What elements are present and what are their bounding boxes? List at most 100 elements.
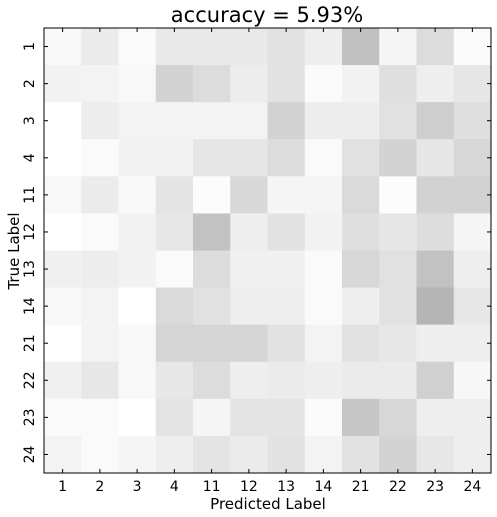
y-tick-label: 11	[22, 186, 38, 204]
heatmap-cell-22-24	[453, 361, 492, 400]
heatmap-cell-1-14	[304, 28, 343, 66]
heatmap-cell-3-21	[342, 102, 380, 140]
y-tick-label: 1	[22, 42, 38, 51]
heatmap-cell-13-12	[230, 250, 269, 289]
heatmap-cell-13-1	[44, 250, 82, 289]
heatmap-cell-11-2	[81, 176, 120, 215]
plot-frame	[43, 27, 492, 474]
heatmap-cell-23-3	[118, 398, 157, 437]
heatmap-cell-12-1	[44, 213, 82, 252]
heatmap-cell-21-24	[453, 324, 492, 363]
heatmap-cell-24-2	[81, 435, 120, 474]
heatmap-cell-12-12	[230, 213, 269, 252]
heatmap-cell-12-22	[379, 213, 418, 252]
heatmap-cell-12-11	[193, 213, 231, 252]
heatmap-cell-13-2	[81, 250, 120, 289]
heatmap-cell-4-23	[416, 139, 455, 177]
y-tick-label: 23	[22, 408, 38, 426]
heatmap-cell-21-1	[44, 324, 82, 363]
heatmap-cell-12-13	[267, 213, 306, 252]
heatmap-cell-4-21	[342, 139, 380, 177]
heatmap-cell-14-24	[453, 287, 492, 326]
heatmap-cell-23-13	[267, 398, 306, 437]
heatmap-cell-24-24	[453, 435, 492, 474]
heatmap-cell-22-23	[416, 361, 455, 400]
heatmap-cell-23-14	[304, 398, 343, 437]
heatmap-cell-1-23	[416, 28, 455, 66]
chart-title: accuracy = 5.93%	[171, 3, 363, 27]
heatmap-cell-21-22	[379, 324, 418, 363]
heatmap-cell-22-14	[304, 361, 343, 400]
heatmap-cell-14-2	[81, 287, 120, 326]
heatmap-cell-3-3	[118, 102, 157, 140]
heatmap-cell-23-2	[81, 398, 120, 437]
heatmap-cell-12-3	[118, 213, 157, 252]
heatmap-cell-11-23	[416, 176, 455, 215]
heatmap-cell-2-11	[193, 65, 231, 103]
heatmap-cell-2-21	[342, 65, 380, 103]
x-tick-label: 11	[203, 479, 221, 495]
heatmap-cell-12-4	[155, 213, 194, 252]
heatmap-cell-24-1	[44, 435, 82, 474]
heatmap-cell-14-13	[267, 287, 306, 326]
heatmap-cell-23-4	[155, 398, 194, 437]
y-tick-label: 3	[22, 116, 38, 125]
heatmap-cell-2-12	[230, 65, 269, 103]
heatmap-cell-13-22	[379, 250, 418, 289]
heatmap-cell-22-1	[44, 361, 82, 400]
heatmap-cell-23-23	[416, 398, 455, 437]
heatmap-cell-4-2	[81, 139, 120, 177]
x-tick-label: 12	[240, 479, 258, 495]
heatmap-cell-2-1	[44, 65, 82, 103]
heatmap-cell-2-24	[453, 65, 492, 103]
heatmap-cell-23-11	[193, 398, 231, 437]
heatmap-cell-1-4	[155, 28, 194, 66]
heatmap-cell-12-14	[304, 213, 343, 252]
heatmap-cell-14-11	[193, 287, 231, 326]
heatmap-cell-12-24	[453, 213, 492, 252]
y-tick-label: 2	[22, 79, 38, 88]
heatmap-cell-21-23	[416, 324, 455, 363]
heatmap-cell-24-23	[416, 435, 455, 474]
x-axis-label: Predicted Label	[210, 495, 326, 513]
heatmap-cell-2-22	[379, 65, 418, 103]
heatmap-cell-4-3	[118, 139, 157, 177]
heatmap-cell-21-21	[342, 324, 380, 363]
y-tick-label: 21	[22, 334, 38, 352]
heatmap-cell-23-1	[44, 398, 82, 437]
heatmap-cell-13-24	[453, 250, 492, 289]
heatmap-cell-21-11	[193, 324, 231, 363]
x-tick-label: 22	[389, 479, 407, 495]
heatmap-cell-11-24	[453, 176, 492, 215]
heatmap-cell-12-23	[416, 213, 455, 252]
heatmap-cell-4-24	[453, 139, 492, 177]
y-tick-label: 13	[22, 260, 38, 278]
x-tick-label: 13	[277, 479, 295, 495]
x-tick-label: 4	[170, 479, 179, 495]
heatmap-cell-1-21	[342, 28, 380, 66]
heatmap-cell-22-22	[379, 361, 418, 400]
heatmap-cell-23-12	[230, 398, 269, 437]
heatmap-cell-22-11	[193, 361, 231, 400]
heatmap-cell-3-13	[267, 102, 306, 140]
heatmap-cell-23-24	[453, 398, 492, 437]
heatmap-cell-24-3	[118, 435, 157, 474]
heatmap-cell-3-4	[155, 102, 194, 140]
heatmap-cell-1-22	[379, 28, 418, 66]
heatmap-cell-21-14	[304, 324, 343, 363]
heatmap-cell-21-4	[155, 324, 194, 363]
heatmap-cell-14-21	[342, 287, 380, 326]
heatmap-cell-22-4	[155, 361, 194, 400]
heatmap-cell-3-12	[230, 102, 269, 140]
heatmap-cell-14-1	[44, 287, 82, 326]
heatmap-cell-1-12	[230, 28, 269, 66]
heatmap-cell-12-2	[81, 213, 120, 252]
heatmap-cell-11-14	[304, 176, 343, 215]
heatmap-cell-11-1	[44, 176, 82, 215]
heatmap-cell-24-4	[155, 435, 194, 474]
heatmap-cell-11-13	[267, 176, 306, 215]
heatmap-cell-13-14	[304, 250, 343, 289]
heatmap-cell-2-4	[155, 65, 194, 103]
heatmap-cell-2-13	[267, 65, 306, 103]
heatmap-cell-11-4	[155, 176, 194, 215]
